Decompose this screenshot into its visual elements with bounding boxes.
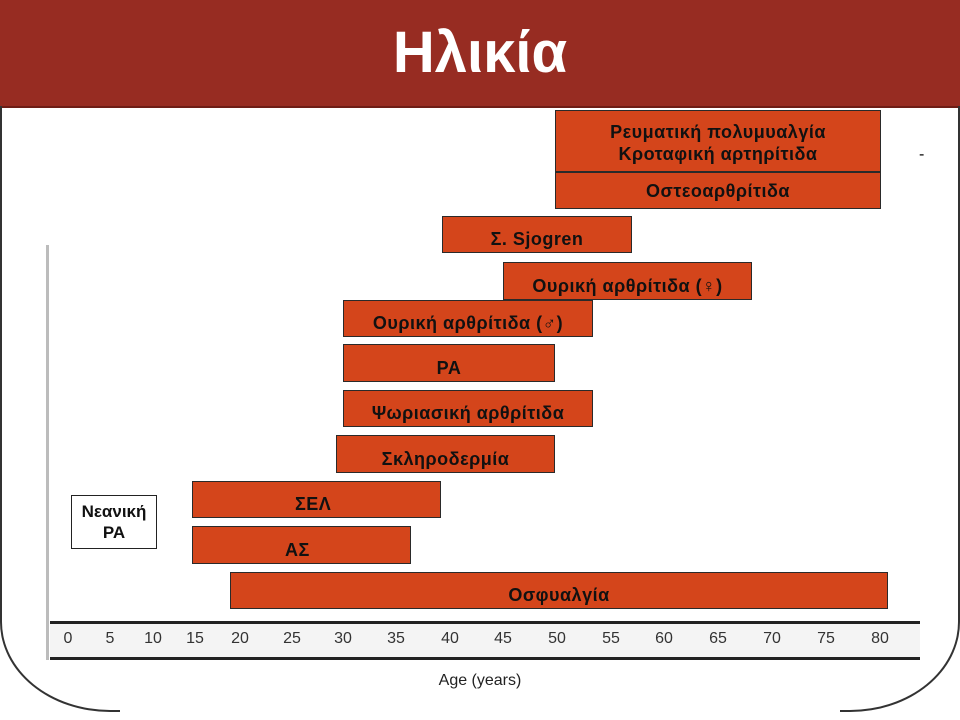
bar-sle: ΣΕΛ: [192, 481, 441, 518]
bar-osteoarthritis: Οστεοαρθρίτιδα: [555, 172, 881, 209]
age-axis: [50, 621, 920, 660]
bar-ra-label: ΡΑ: [436, 358, 462, 378]
tick-55: 55: [602, 630, 620, 647]
juvenile-line1: Νεανική: [81, 502, 147, 521]
chart-y-line: [46, 245, 49, 660]
tick-45: 45: [494, 630, 512, 647]
frame-top-cover: [0, 100, 960, 106]
bar-psoriatic-arthritis: Ψωριασική αρθρίτιδα: [343, 390, 593, 427]
tick-10: 10: [144, 630, 162, 647]
tick-20: 20: [231, 630, 249, 647]
bar-as-label: ΑΣ: [285, 540, 310, 560]
age-axis-label: Age (years): [438, 672, 522, 689]
tick-40: 40: [441, 630, 459, 647]
tick-30: 30: [334, 630, 352, 647]
tick-25: 25: [283, 630, 301, 647]
tick-5: 5: [105, 630, 115, 647]
page-title: Ηλικία: [392, 20, 568, 85]
bar-sle-label: ΣΕΛ: [295, 494, 332, 514]
bar-gout-male: Ουρική αρθρίτιδα (♂): [343, 300, 593, 337]
bar-gout-male-label: Ουρική αρθρίτιδα (♂): [372, 313, 564, 333]
juvenile-ra-box: Νεανική ΡΑ: [71, 495, 157, 549]
bar-osteoarthritis-label: Οστεοαρθρίτιδα: [646, 180, 790, 201]
bar-sjogren: Σ. Sjogren: [442, 216, 632, 253]
tick-50: 50: [548, 630, 566, 647]
tick-15: 15: [186, 630, 204, 647]
tick-0: 0: [63, 630, 73, 647]
title-bar: Ηλικία: [0, 0, 960, 108]
dash-mark: -: [919, 146, 925, 163]
bar-rheumatic-line1: Ρευματική πολυμυαλγία: [610, 122, 826, 142]
bar-scleroderma-label: Σκληροδερμία: [381, 449, 510, 469]
bar-low-back-pain: Οσφυαλγία: [230, 572, 888, 609]
bar-psoriatic-label: Ψωριασική αρθρίτιδα: [371, 403, 565, 423]
bar-scleroderma: Σκληροδερμία: [336, 435, 555, 473]
bar-gout-female: Ουρική αρθρίτιδα (♀): [503, 262, 752, 300]
tick-80: 80: [871, 630, 889, 647]
tick-70: 70: [763, 630, 781, 647]
bar-gout-female-label: Ουρική αρθρίτιδα (♀): [532, 276, 723, 296]
bar-lowback-label: Οσφυαλγία: [508, 585, 610, 605]
bar-ra: ΡΑ: [343, 344, 555, 382]
tick-35: 35: [387, 630, 405, 647]
bar-rheumatic-polymyalgia: Ρευματική πολυμυαλγία Κροταφική αρτηρίτι…: [555, 110, 881, 172]
bar-ankylosing-spondylitis: ΑΣ: [192, 526, 411, 564]
tick-65: 65: [709, 630, 727, 647]
tick-75: 75: [817, 630, 835, 647]
bar-sjogren-label: Σ. Sjogren: [490, 229, 584, 249]
tick-60: 60: [655, 630, 673, 647]
bar-rheumatic-line2: Κροταφική αρτηρίτιδα: [618, 144, 818, 164]
juvenile-line2: ΡΑ: [102, 523, 126, 542]
